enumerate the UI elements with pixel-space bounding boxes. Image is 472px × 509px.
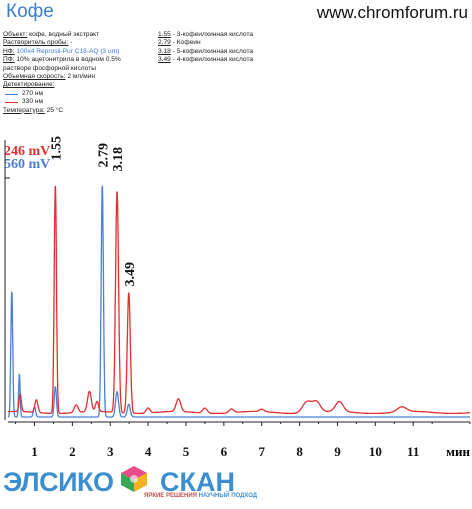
x-tick-label: 11 (407, 444, 419, 459)
peak-time: 1.55 (158, 31, 171, 38)
peak-name: - 3-кофеилхинная кислота (170, 31, 254, 38)
object-line: Объект: кофе, водный экстракт (3, 31, 163, 39)
peak-label: 1.55 (49, 136, 64, 161)
series-group (7, 185, 471, 418)
peak-label: 3.49 (123, 262, 138, 287)
scale-label-red: 246 mV (4, 144, 50, 159)
x-tick-label: 9 (334, 444, 341, 459)
x-tick-label: 4 (145, 444, 152, 459)
object-value: кофе, водный экстракт (27, 31, 100, 38)
logo-scan: СКАН (160, 467, 235, 497)
peak-list-item: 3.18 - 5-кофеилхинная кислота (158, 48, 253, 56)
peak-time: 3.18 (158, 47, 171, 55)
logo-cube-icon (121, 466, 147, 492)
scale-label-blue: 560 mV (4, 157, 50, 172)
temp-line: Температура: 25 °C (3, 107, 163, 115)
logo-elsiko: ЭЛСИКО (3, 467, 114, 497)
legend-item-330: 330 нм (3, 98, 163, 106)
flow-line: Объемная скорость: 2 мл/мин (3, 73, 163, 81)
solvent-value: - (68, 39, 73, 47)
object-label: Объект: (3, 31, 28, 38)
detect-line: Детектирование: (3, 81, 163, 89)
series-line-330-нм (7, 185, 471, 415)
solvent-line: Растворитель пробы: - (3, 39, 163, 47)
legend-item-270: 270 нм (3, 90, 163, 98)
column-label: НФ: (3, 47, 15, 55)
peak-list-item: 3.49 - 4-кофеилхинная кислота (158, 56, 253, 64)
peak-label: 2.79 (96, 143, 111, 168)
peak-time: 2.79 (158, 39, 171, 47)
x-tick-label: 7 (258, 444, 265, 459)
legend-swatch-270 (5, 93, 18, 95)
flow-label: Объемная скорость: (3, 73, 66, 81)
legend-swatch-330 (5, 101, 18, 103)
flow-value: 2 мл/мин (65, 73, 95, 81)
x-tick-label: 1 (31, 444, 38, 459)
x-tick-label: 2 (69, 444, 76, 459)
peak-labels: 1.55 2.79 3.18 3.49 (49, 136, 137, 287)
detect-label: Детектирование: (3, 81, 55, 89)
peak-name: - 4-кофеилхинная кислота (170, 56, 254, 64)
peak-time: 3.49 (158, 56, 171, 64)
legend-label-330: 330 нм (22, 98, 44, 106)
peak-list-item: 2.79 - Кофеин (158, 39, 253, 47)
page-title: Кофе (6, 1, 54, 22)
x-tick-label: 5 (183, 444, 190, 459)
slogan-part-a: ЯРКИЕ РЕШЕНИЯ (144, 493, 197, 499)
mobile-value: 10% ацетонитрила в водном 0.5% (14, 56, 121, 64)
peak-label: 3.18 (111, 147, 126, 172)
column-line: НФ: 100x4 Reprosil-Pur C18-AQ (3 um) (3, 48, 163, 56)
site-url[interactable]: www.chromforum.ru (316, 3, 468, 22)
peak-name: - 5-кофеилхинная кислота (170, 47, 254, 55)
solvent-label: Растворитель пробы: (3, 39, 69, 47)
temp-label: Температура: (3, 106, 45, 114)
series-line-270-нм (7, 185, 470, 418)
mobile-label: ПФ: (3, 56, 15, 64)
x-tick-label: 3 (107, 444, 114, 459)
legend-label-270: 270 нм (22, 89, 44, 97)
slogan-part-b: НАУЧНЫЙ ПОДХОД (196, 493, 258, 499)
column-value: 100x4 Reprosil-Pur C18-AQ (3 um) (14, 47, 120, 55)
peak-list-item: 1.55 - 3-кофеилхинная кислота (158, 31, 253, 39)
slogan: ЯРКИЕ РЕШЕНИЯ НАУЧНЫЙ ПОДХОД (144, 493, 257, 499)
peak-list: 1.55 - 3-кофеилхинная кислота 2.79 - Коф… (158, 31, 253, 65)
temp-value: 25 °C (44, 106, 64, 114)
x-tick-label: 10 (369, 444, 382, 459)
x-tick-label: 6 (221, 444, 228, 459)
x-unit-label: мин (446, 444, 470, 459)
mobile-line-2: растворе фосфорной кислоты (3, 64, 96, 72)
peak-name: - Кофеин (170, 39, 201, 47)
x-tick-label: 8 (296, 444, 303, 459)
mobile-line: ПФ: 10% ацетонитрила в водном 0.5% (3, 56, 163, 64)
method-info: Объект: кофе, водный экстракт Растворите… (3, 31, 163, 115)
x-axis: 1 2 3 4 5 6 7 8 9 10 11 (8, 421, 471, 459)
